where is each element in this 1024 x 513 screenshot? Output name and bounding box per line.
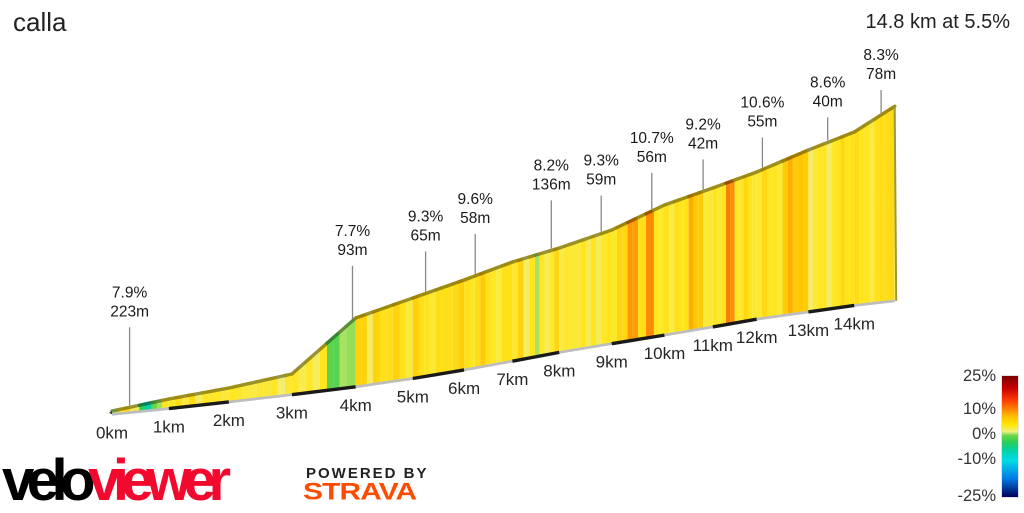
svg-text:65m: 65m — [411, 228, 441, 245]
svg-text:136m: 136m — [532, 176, 571, 193]
svg-text:42m: 42m — [688, 135, 718, 152]
svg-text:9km: 9km — [596, 353, 628, 372]
svg-text:59m: 59m — [586, 172, 616, 189]
svg-text:93m: 93m — [337, 242, 367, 259]
svg-text:7.9%: 7.9% — [112, 284, 148, 301]
svg-text:12km: 12km — [736, 328, 778, 347]
svg-text:8.2%: 8.2% — [534, 157, 570, 174]
svg-text:55m: 55m — [747, 114, 777, 131]
svg-text:78m: 78m — [866, 66, 896, 83]
svg-text:7.7%: 7.7% — [335, 223, 371, 240]
svg-text:0km: 0km — [96, 423, 128, 442]
svg-text:9.2%: 9.2% — [685, 116, 721, 133]
svg-text:8.6%: 8.6% — [810, 74, 846, 91]
svg-text:10km: 10km — [644, 344, 686, 363]
svg-text:5km: 5km — [397, 388, 429, 407]
svg-text:7km: 7km — [496, 370, 528, 389]
svg-text:2km: 2km — [213, 411, 245, 430]
svg-text:3km: 3km — [276, 404, 308, 423]
svg-text:8km: 8km — [543, 361, 575, 380]
svg-text:6km: 6km — [448, 379, 480, 398]
svg-text:10.7%: 10.7% — [630, 130, 674, 147]
svg-text:1km: 1km — [153, 418, 185, 437]
svg-text:4km: 4km — [340, 396, 372, 415]
svg-text:11km: 11km — [693, 336, 733, 355]
svg-text:56m: 56m — [637, 149, 667, 166]
svg-text:223m: 223m — [110, 303, 149, 320]
svg-text:9.3%: 9.3% — [584, 153, 620, 170]
svg-text:58m: 58m — [460, 210, 490, 227]
svg-text:13km: 13km — [788, 321, 830, 340]
svg-text:10.6%: 10.6% — [740, 95, 784, 112]
svg-text:9.3%: 9.3% — [408, 209, 444, 226]
svg-text:9.6%: 9.6% — [458, 191, 494, 208]
svg-text:14km: 14km — [834, 315, 876, 334]
svg-text:8.3%: 8.3% — [863, 47, 899, 64]
svg-text:40m: 40m — [813, 93, 843, 110]
